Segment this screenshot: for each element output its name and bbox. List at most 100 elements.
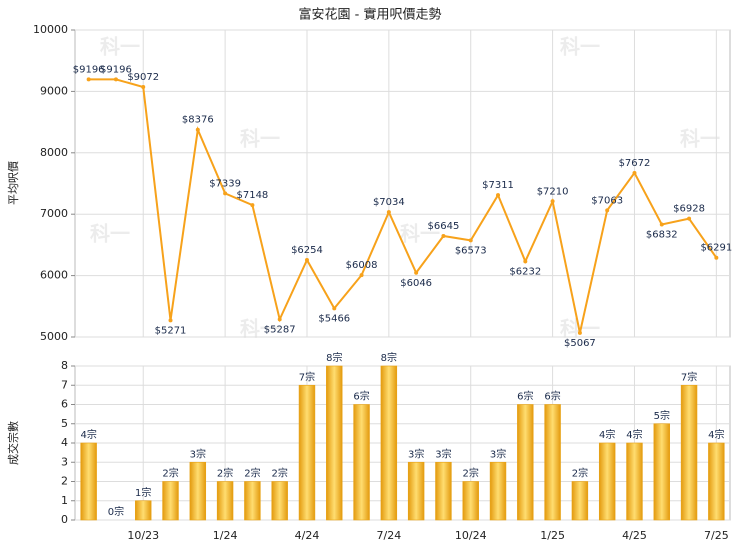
- data-label: 2宗: [217, 467, 233, 480]
- y-tick-label: 2: [61, 475, 68, 488]
- point: [605, 208, 610, 213]
- x-tick-label: 1/25: [540, 529, 565, 542]
- data-label: $9196: [73, 64, 105, 75]
- x-tick-label: 1/24: [213, 529, 238, 542]
- data-label: 5宗: [654, 409, 670, 422]
- bar: [380, 365, 398, 521]
- point: [195, 127, 200, 132]
- data-label: 2宗: [463, 467, 479, 480]
- bar: [271, 481, 288, 521]
- data-label: $7063: [591, 195, 623, 206]
- point: [523, 259, 528, 264]
- point: [496, 193, 501, 198]
- data-label: $5466: [318, 313, 350, 324]
- data-label: $6291: [700, 243, 732, 254]
- x-tick-label: 4/24: [295, 529, 320, 542]
- y-axis-label: 平均呎價: [6, 161, 20, 205]
- y-tick-label: 10000: [33, 23, 68, 36]
- watermark: 科一: [90, 222, 130, 246]
- data-label: $7210: [537, 186, 569, 197]
- data-label: $6832: [646, 230, 678, 241]
- data-label: $9072: [127, 72, 159, 83]
- bar: [298, 384, 316, 521]
- x-tick-label: 7/25: [704, 529, 729, 542]
- bar: [244, 481, 261, 521]
- point: [332, 306, 337, 311]
- y-tick-label: 8000: [40, 146, 68, 159]
- point: [223, 191, 228, 196]
- data-label: 6宗: [353, 390, 369, 403]
- y-axis-label: 成交宗數: [6, 421, 20, 465]
- data-label: 2宗: [272, 467, 288, 480]
- data-label: 4宗: [708, 428, 724, 441]
- point: [414, 270, 419, 275]
- point: [577, 330, 582, 335]
- bar: [353, 404, 370, 521]
- y-tick-label: 4: [61, 436, 68, 449]
- line: [88, 78, 718, 334]
- point: [687, 216, 692, 221]
- data-label: $8376: [182, 115, 214, 126]
- data-label: 4宗: [626, 428, 642, 441]
- data-label: 2宗: [244, 467, 260, 480]
- y-tick-label: 6000: [40, 269, 68, 282]
- data-label: 3宗: [408, 447, 424, 460]
- point: [659, 222, 664, 227]
- data-label: 2宗: [162, 467, 178, 480]
- data-label: $9196: [100, 64, 132, 75]
- point: [113, 77, 118, 82]
- data-label: 7宗: [681, 370, 697, 383]
- watermark: 科一: [100, 35, 140, 59]
- point: [386, 210, 391, 215]
- data-label: 6宗: [544, 390, 560, 403]
- watermark: 科一: [400, 222, 440, 246]
- bar: [462, 481, 479, 521]
- data-label: $7148: [236, 190, 268, 201]
- data-label: 3宗: [435, 447, 451, 460]
- point: [168, 318, 173, 323]
- y-tick-label: 5000: [40, 330, 68, 343]
- y-tick-label: 1: [61, 494, 68, 507]
- y-tick-label: 8: [61, 359, 68, 372]
- y-tick-label: 6: [61, 398, 68, 411]
- data-label: $7339: [209, 178, 241, 189]
- bar: [135, 500, 152, 521]
- data-label: $6928: [673, 204, 705, 215]
- point: [141, 84, 146, 89]
- data-label: $6254: [291, 245, 323, 256]
- bar: [626, 442, 643, 521]
- bar: [544, 404, 561, 521]
- data-label: $6046: [400, 278, 432, 289]
- data-label: 4宗: [80, 428, 96, 441]
- point: [304, 258, 309, 263]
- watermark: 科一: [240, 127, 280, 151]
- data-label: 4宗: [599, 428, 615, 441]
- bar: [216, 481, 234, 521]
- data-label: $7311: [482, 180, 514, 191]
- data-label: $6232: [509, 266, 541, 277]
- bar: [598, 442, 616, 521]
- data-label: $5067: [564, 338, 596, 349]
- bar: [517, 404, 534, 521]
- data-label: $7034: [373, 197, 405, 208]
- point: [468, 238, 473, 243]
- bar: [162, 481, 179, 521]
- point: [86, 77, 91, 82]
- data-label: $5271: [155, 325, 187, 336]
- point: [632, 170, 637, 175]
- y-tick-label: 3: [61, 455, 68, 468]
- watermarks: 科一 科一 科一 科一 科一 科一 科一 科一: [90, 35, 720, 341]
- point: [441, 233, 446, 238]
- bar: [708, 442, 725, 521]
- point: [714, 255, 719, 260]
- bar: [189, 461, 207, 521]
- point: [250, 203, 255, 208]
- data-label: $5287: [264, 324, 296, 335]
- x-tick-label: 7/24: [377, 529, 402, 542]
- point: [550, 199, 555, 204]
- point: [277, 317, 282, 322]
- y-tick-label: 9000: [40, 84, 68, 97]
- data-label: 2宗: [572, 467, 588, 480]
- y-tick-label: 5: [61, 417, 68, 430]
- y-tick-label: 7000: [40, 207, 68, 220]
